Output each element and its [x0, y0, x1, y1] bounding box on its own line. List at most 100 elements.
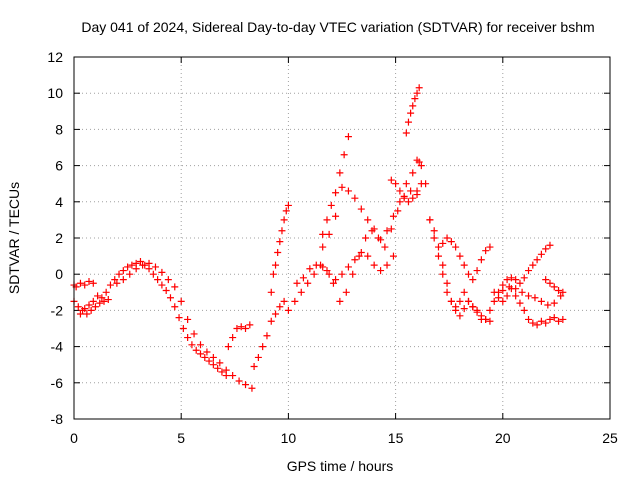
data-point — [74, 303, 82, 311]
data-point — [297, 288, 305, 296]
data-point — [477, 256, 485, 264]
data-point — [158, 268, 166, 276]
plot-frame — [73, 56, 611, 420]
y-axis-label: SDTVAR / TECUs — [6, 182, 22, 294]
data-point — [329, 279, 337, 287]
data-point — [81, 281, 89, 289]
data-point — [119, 267, 127, 275]
data-point — [473, 308, 481, 316]
data-point — [351, 256, 359, 264]
data-point — [469, 303, 477, 311]
data-point — [332, 212, 340, 220]
y-tick-label: -6 — [51, 375, 64, 391]
data-point — [533, 321, 541, 329]
series-sat-n — [413, 156, 494, 325]
data-point — [319, 263, 327, 271]
data-point — [269, 270, 277, 278]
data-point — [396, 198, 404, 206]
data-point — [443, 279, 451, 287]
data-point — [242, 325, 250, 332]
data-point — [214, 364, 222, 372]
data-point — [490, 288, 498, 296]
series-sat-a — [70, 296, 112, 318]
data-point — [439, 239, 447, 247]
data-point — [512, 292, 520, 300]
data-point — [344, 263, 352, 271]
data-point — [209, 353, 217, 361]
y-tick-label: -2 — [51, 302, 64, 318]
data-point — [145, 259, 153, 267]
y-tick-label: 0 — [55, 266, 63, 282]
data-point — [280, 297, 288, 305]
data-point — [546, 315, 554, 323]
data-point — [516, 279, 524, 287]
data-point — [132, 265, 140, 273]
series-sat-m — [402, 84, 423, 137]
y-tick-label: 4 — [55, 194, 63, 210]
data-point — [377, 236, 385, 244]
data-point — [344, 133, 352, 141]
data-point — [443, 288, 451, 296]
data-point — [482, 247, 490, 255]
series-sat-q — [482, 241, 554, 323]
data-point — [460, 288, 468, 296]
data-point — [409, 102, 417, 110]
data-point — [505, 283, 513, 291]
data-point — [559, 315, 567, 323]
data-point — [452, 243, 460, 251]
data-point — [404, 118, 412, 126]
data-point — [229, 372, 237, 380]
data-point — [407, 109, 415, 117]
data-point — [486, 243, 494, 251]
data-point — [184, 315, 192, 323]
data-point — [338, 183, 346, 191]
data-point — [136, 258, 144, 266]
data-point — [242, 381, 250, 389]
data-point — [76, 279, 84, 287]
data-point — [357, 248, 365, 256]
data-point — [203, 348, 211, 356]
data-point — [402, 180, 410, 188]
data-point — [229, 334, 237, 342]
data-point — [310, 270, 318, 278]
data-point — [158, 281, 166, 289]
y-tick-label: 10 — [47, 85, 63, 101]
data-point — [276, 303, 284, 311]
data-point — [171, 303, 179, 311]
data-point — [387, 176, 395, 184]
data-point — [188, 341, 196, 349]
data-point — [104, 296, 112, 304]
data-point — [447, 238, 455, 246]
data-point — [250, 363, 258, 371]
data-point — [85, 277, 93, 285]
data-point — [394, 207, 402, 215]
data-point — [306, 265, 314, 273]
data-point — [323, 216, 331, 224]
data-point — [96, 299, 104, 307]
series-sat-t — [542, 276, 567, 296]
data-point — [542, 245, 550, 253]
data-point — [355, 252, 363, 260]
x-tick-label: 10 — [281, 430, 297, 446]
y-tick-label: -4 — [51, 339, 64, 355]
data-point — [272, 310, 280, 318]
series-sat-k — [319, 158, 423, 251]
data-point — [222, 366, 230, 374]
data-point — [299, 274, 307, 282]
data-point — [533, 256, 541, 264]
data-point — [422, 180, 430, 188]
data-point — [377, 267, 385, 275]
data-point — [357, 205, 365, 213]
series-sat-p — [439, 234, 494, 284]
data-point — [409, 194, 417, 202]
data-point — [332, 276, 340, 284]
series-sat-c — [76, 258, 230, 380]
data-point — [284, 306, 292, 314]
data-point — [274, 248, 282, 256]
data-point — [246, 321, 254, 329]
data-point — [166, 294, 174, 302]
data-point — [415, 84, 423, 92]
data-point — [411, 95, 419, 103]
data-point — [342, 288, 350, 296]
